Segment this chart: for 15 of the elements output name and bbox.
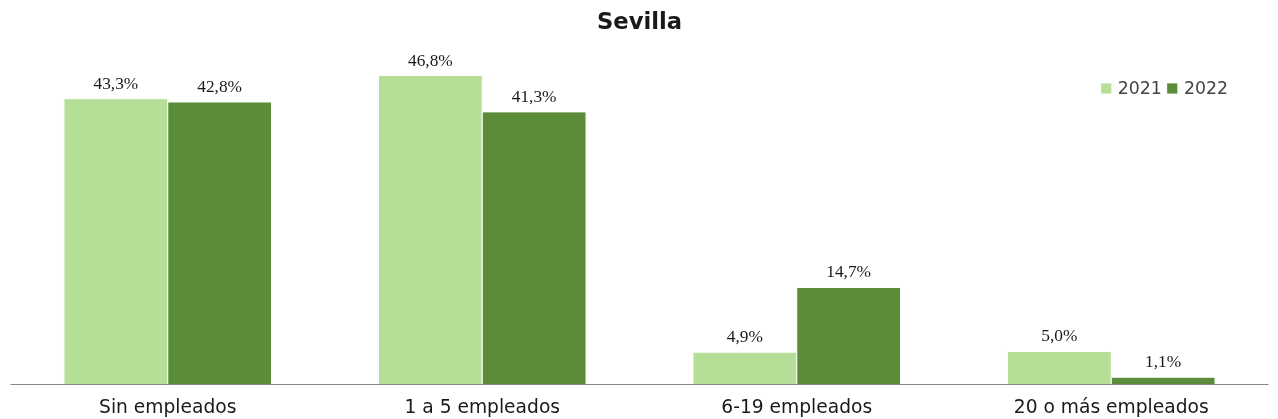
legend-label: 2021 [1117,78,1162,98]
data-label: 1,1% [1145,352,1182,372]
legend-label: 2022 [1183,78,1228,98]
data-label: 5,0% [1041,326,1078,346]
data-label: 41,3% [511,86,557,106]
x-tick-label: Sin empleados [99,395,237,417]
data-label: 14,7% [826,262,872,282]
data-label: 43,3% [93,73,139,93]
data-label: 4,9% [726,327,763,347]
data-label: 42,8% [197,76,243,96]
data-label: 46,8% [407,50,453,70]
x-tick-label: 20 o más empleados [1013,395,1209,417]
x-tick-label: 1 a 5 empleados [404,395,561,417]
x-tick-label: 6-19 empleados [721,395,873,417]
chart-title: Sevilla [596,7,683,34]
